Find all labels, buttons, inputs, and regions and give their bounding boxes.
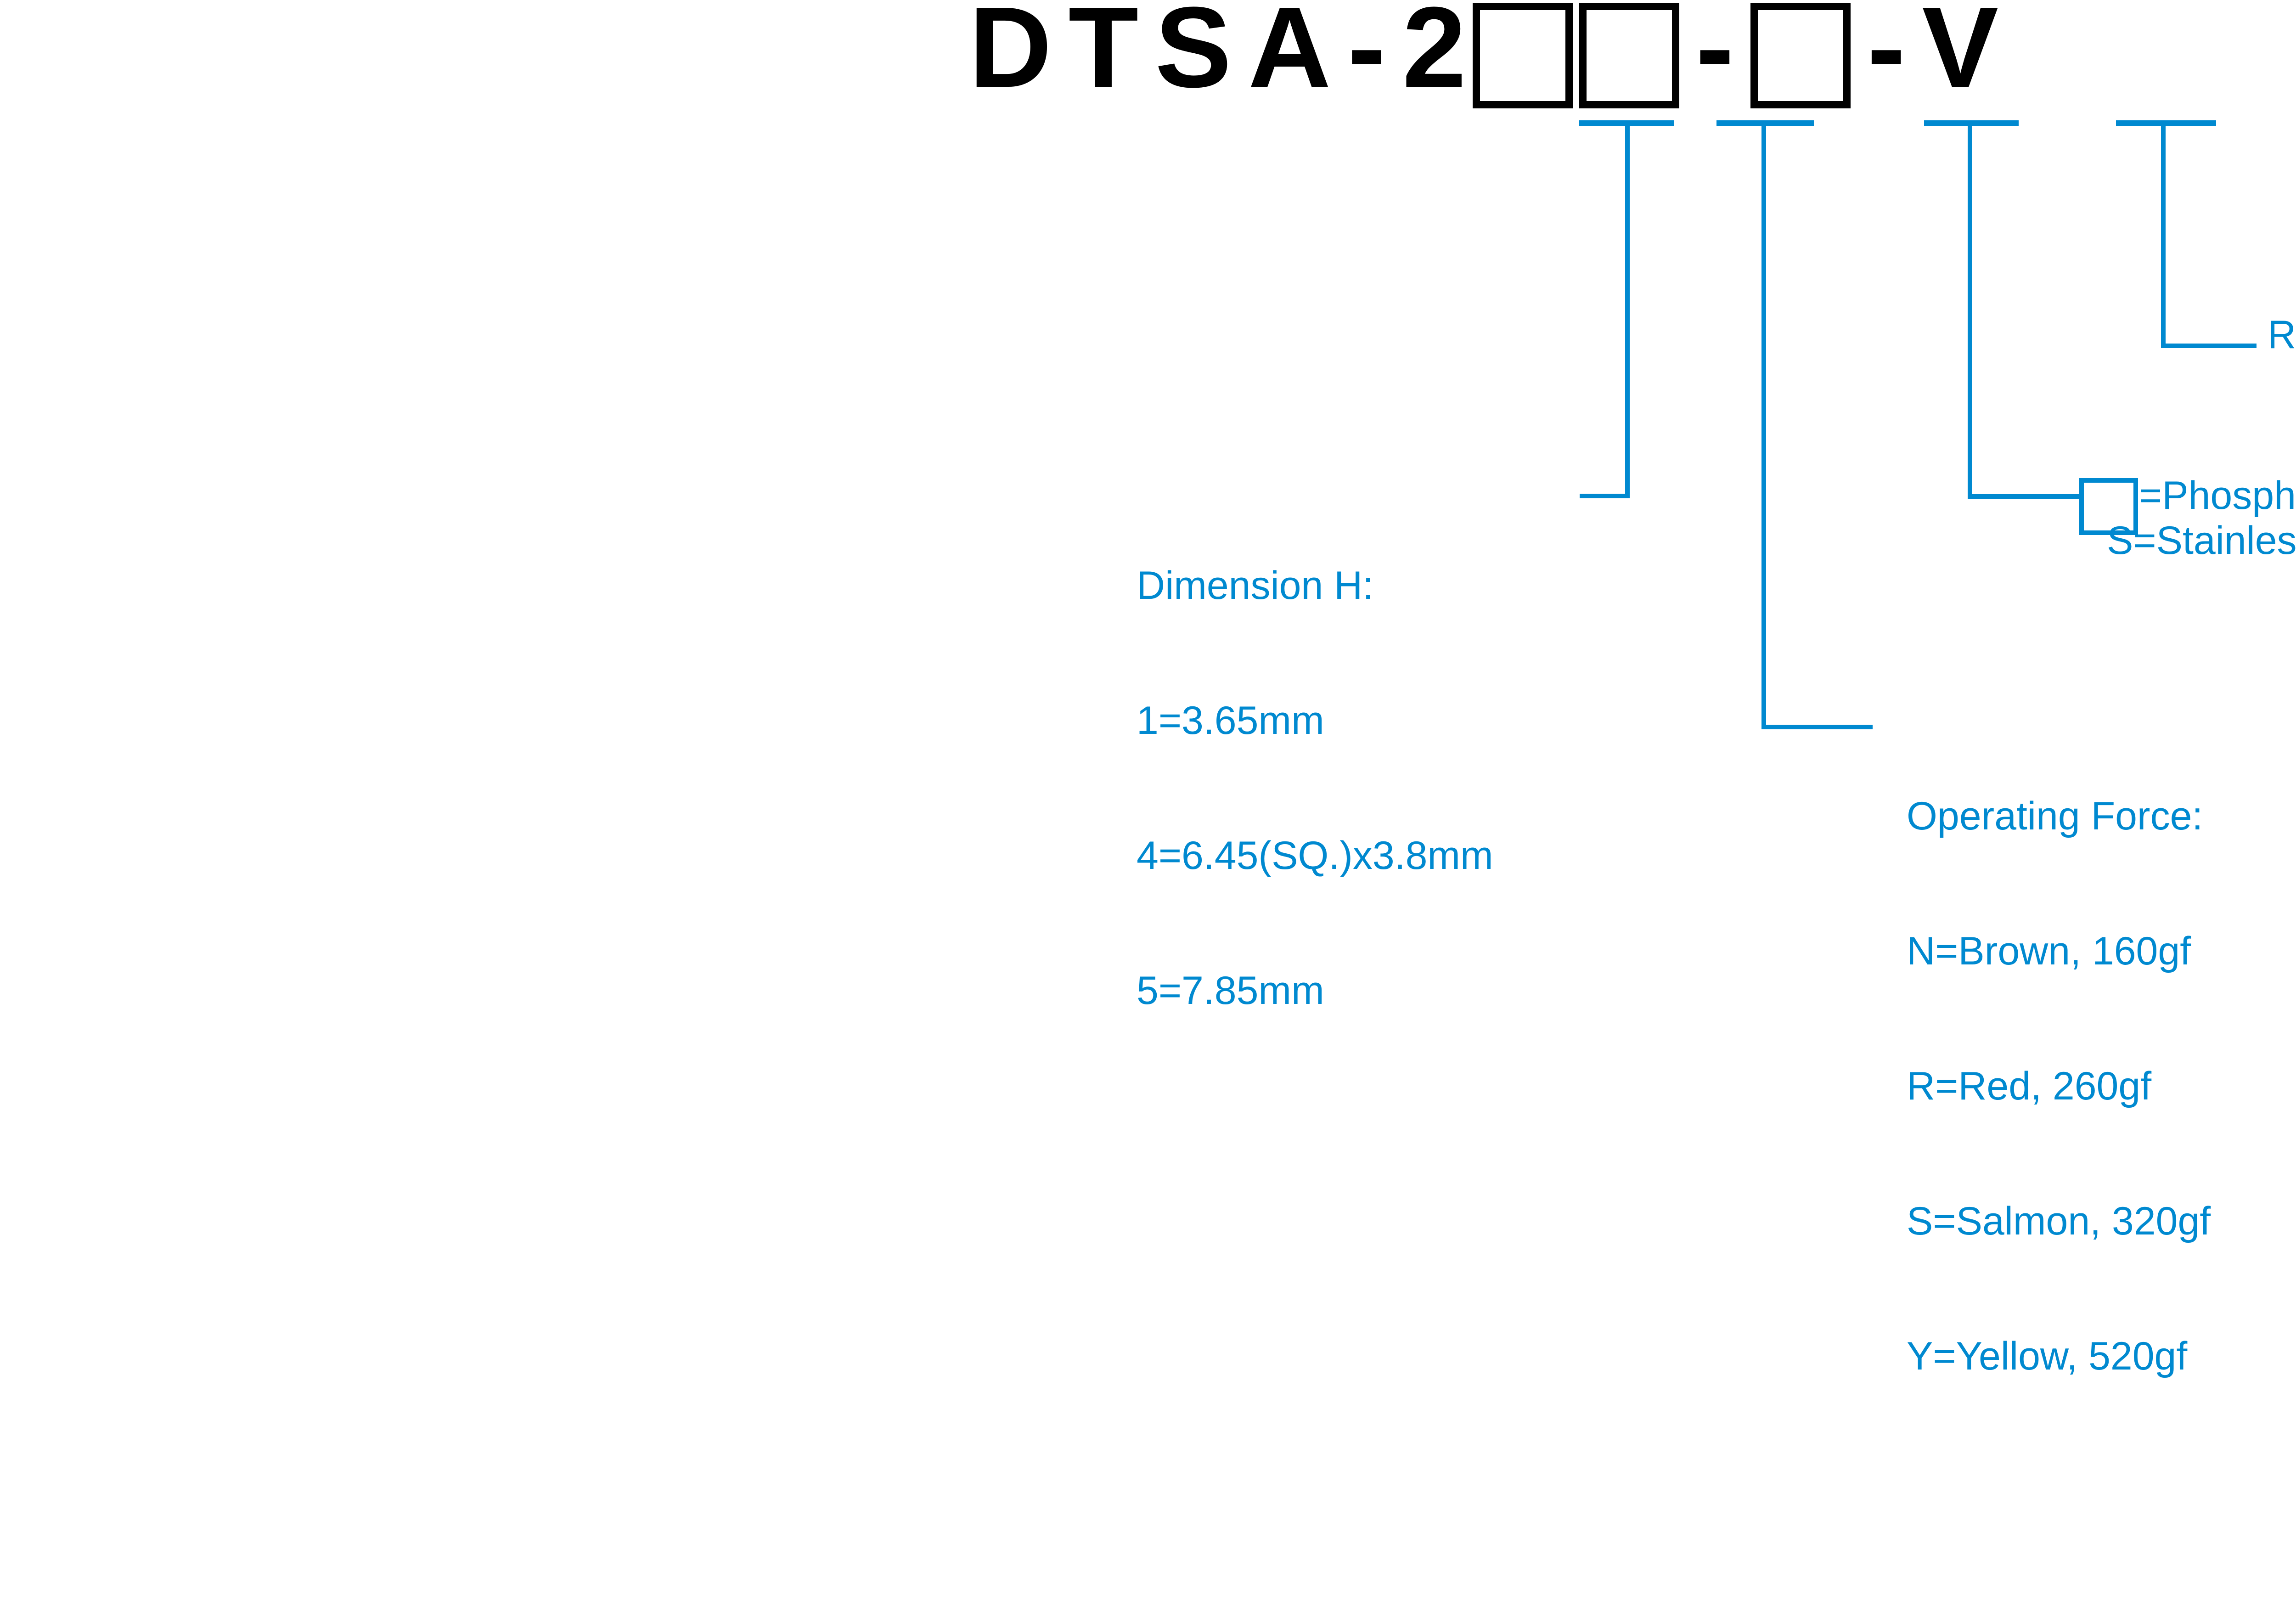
leader-line-force-vertical xyxy=(1761,125,1766,728)
callout-dimension-option-3: 5=7.85mm xyxy=(1137,969,1324,1013)
leader-line-force-horizontal xyxy=(1761,725,1873,729)
callout-force-option-1: N=Brown, 160gf xyxy=(1907,929,2191,973)
leader-line-compliance-vertical xyxy=(2161,125,2166,347)
pn-dash-2: - xyxy=(1695,0,1734,111)
callout-compliance-text: RoHS & Lead Free Solderable xyxy=(2268,313,2296,357)
callout-bar-dimension xyxy=(1579,120,1674,126)
callout-dimension-title: Dimension H: xyxy=(1137,564,1374,608)
callout-dome-line-2: S=Stainless Steel Dome xyxy=(2107,519,2296,563)
dome-placeholder-box-icon xyxy=(2079,478,2138,535)
callout-dome-line-1: =Phosphor Bronze Dome xyxy=(2139,473,2296,518)
pn-digit-2: 2 xyxy=(1402,0,1466,111)
part-number-title: D T S A - 2 - - V xyxy=(969,0,2015,108)
pn-dash-3: - xyxy=(1867,0,1906,111)
pn-char-v: V xyxy=(1922,0,1999,111)
leader-line-dimension-vertical xyxy=(1625,125,1630,498)
pn-char-t: T xyxy=(1068,0,1139,111)
callout-force-option-2: R=Red, 260gf xyxy=(1907,1064,2152,1108)
pn-placeholder-box-dimension xyxy=(1472,3,1573,108)
callout-bar-compliance xyxy=(2116,120,2216,126)
callout-bar-force xyxy=(1716,120,1814,126)
callout-force-option-4: Y=Yellow, 520gf xyxy=(1907,1334,2188,1378)
callout-dimension-option-1: 1=3.65mm xyxy=(1137,699,1324,743)
leader-line-dome-horizontal xyxy=(1968,494,2081,499)
pn-placeholder-box-dome xyxy=(1750,3,1851,108)
leader-line-dimension-horizontal xyxy=(1580,494,1630,498)
pn-placeholder-box-force xyxy=(1579,3,1679,108)
leader-line-compliance-horizontal xyxy=(2161,344,2257,348)
callout-dimension-option-2: 4=6.45(SQ.)x3.8mm xyxy=(1137,834,1493,878)
callout-force-option-3: S=Salmon, 320gf xyxy=(1907,1199,2211,1243)
callout-force-block: Operating Force: N=Brown, 160gf R=Red, 2… xyxy=(1907,704,2211,1469)
pn-char-s: S xyxy=(1155,0,1232,111)
callout-dimension-block: Dimension H: 1=3.65mm 4=6.45(SQ.)x3.8mm … xyxy=(1137,473,1493,1103)
pn-dash-1: - xyxy=(1347,0,1386,111)
callout-bar-dome xyxy=(1924,120,2019,126)
callout-force-title: Operating Force: xyxy=(1907,794,2203,838)
leader-line-dome-vertical xyxy=(1968,125,1972,497)
pn-char-a: A xyxy=(1248,0,1331,111)
pn-char-d: D xyxy=(969,0,1052,111)
